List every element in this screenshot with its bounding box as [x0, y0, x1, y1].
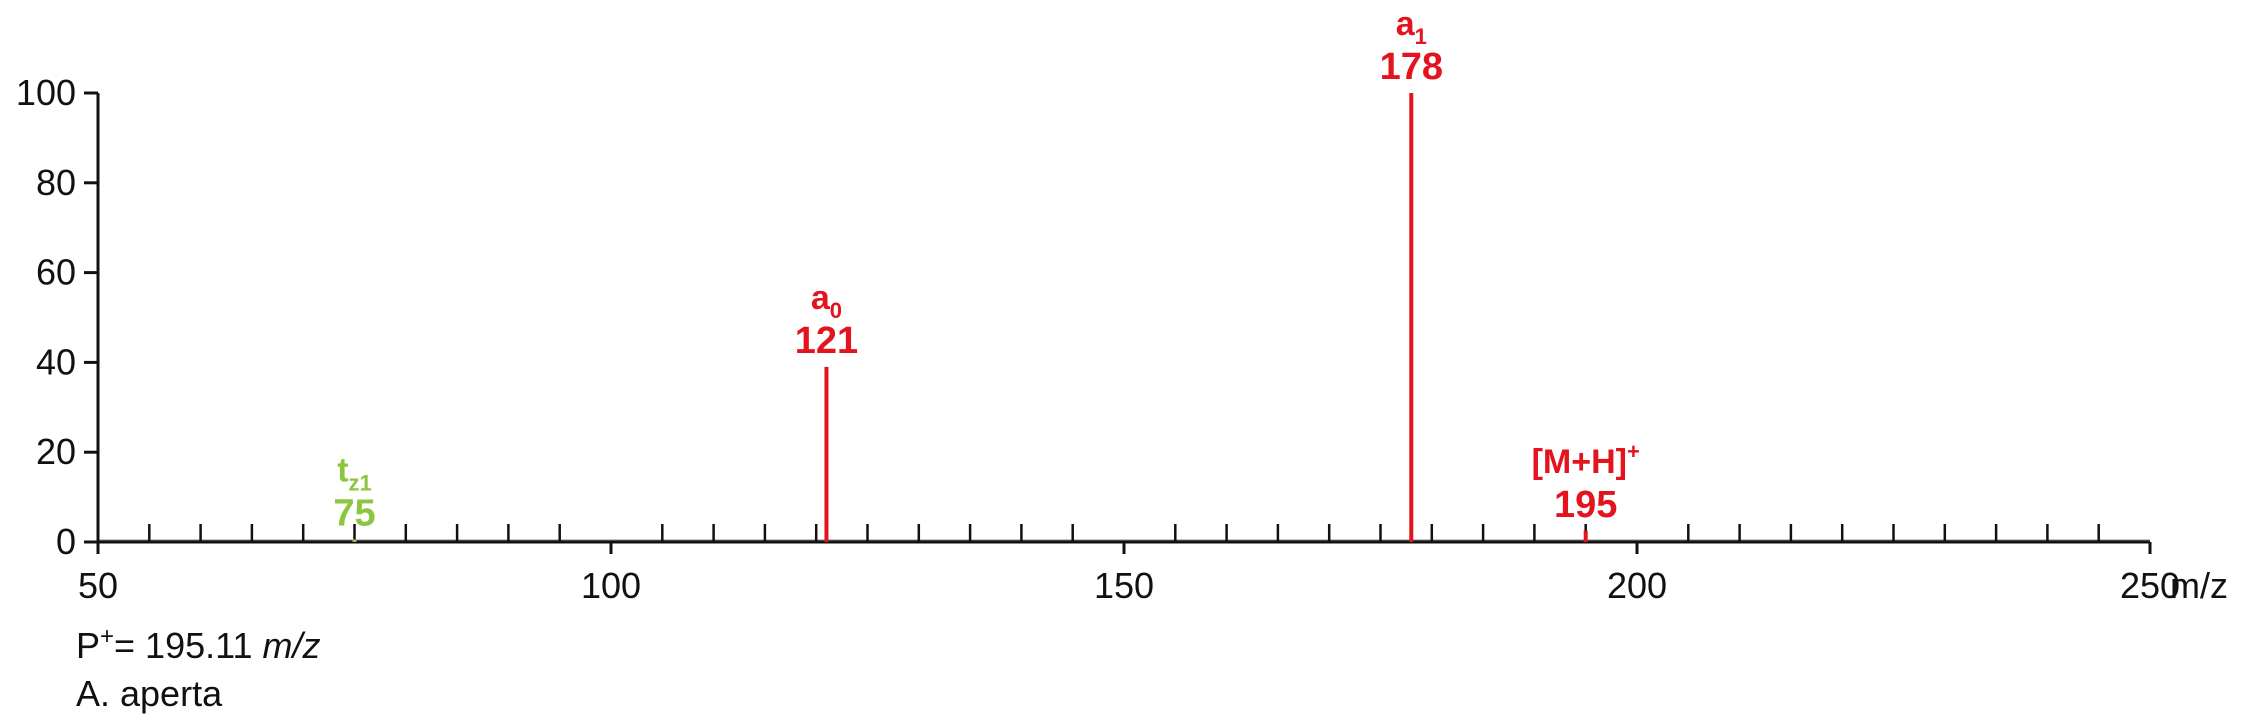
y-tick-label: 20: [36, 431, 76, 472]
x-tick-label: 200: [1607, 565, 1667, 606]
y-tick-label: 60: [36, 252, 76, 293]
precursor-value: = 195.11: [114, 625, 263, 666]
peaks: [352, 93, 1588, 542]
y-tick-label: 100: [16, 72, 76, 113]
x-tick-label: 150: [1094, 565, 1154, 606]
peak-ion-label-178: a1: [1396, 5, 1427, 49]
x-axis-label: m/z: [2170, 565, 2228, 606]
axes: [96, 93, 2150, 544]
y-tick-label: 40: [36, 341, 76, 382]
precursor-unit: m/z: [262, 625, 321, 666]
peak-value-label-75: 75: [333, 492, 375, 534]
y-tick-label: 80: [36, 162, 76, 203]
precursor-sup: +: [100, 623, 115, 650]
peak-ion-label-195: [M+H]+: [1532, 439, 1640, 481]
x-tick-label: 100: [581, 565, 641, 606]
x-tick-label: 50: [78, 565, 118, 606]
peak-value-label-121: 121: [795, 320, 858, 362]
x-tick-label: 250: [2120, 565, 2180, 606]
precursor-caption: P+= 195.11 m/z: [76, 625, 321, 667]
peak-value-label-178: 178: [1380, 46, 1443, 88]
species-caption: A. aperta: [76, 673, 223, 714]
peak-value-label-195: 195: [1554, 484, 1617, 526]
peak-ion-label-75: tz1: [337, 451, 372, 495]
peak-ion-label-121: a0: [811, 279, 842, 323]
y-tick-label: 0: [56, 521, 76, 562]
precursor-prefix: P: [76, 625, 101, 666]
